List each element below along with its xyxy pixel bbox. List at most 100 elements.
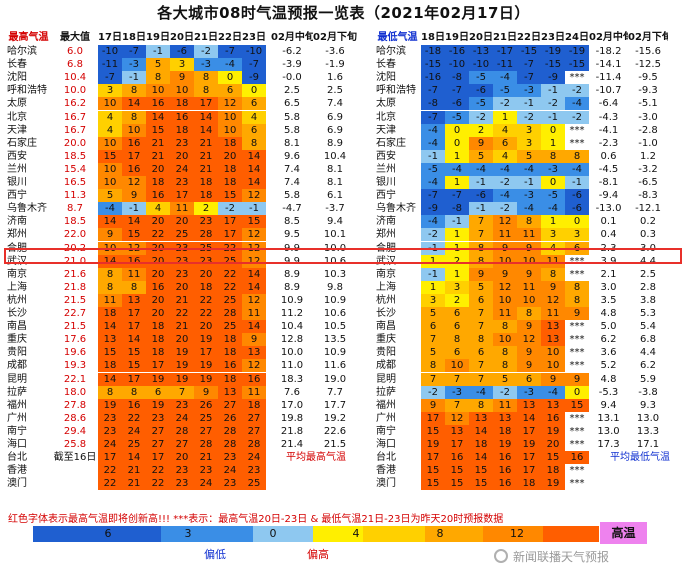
max-col-header: 02月下旬 xyxy=(313,32,357,43)
min-forecast-cell: 8 xyxy=(493,359,517,373)
min-forecast-cell: -7 xyxy=(517,71,541,85)
min-forecast-cell: -7 xyxy=(421,110,445,124)
min-city-label: 银川 xyxy=(376,177,396,188)
max-forecast-cell: 21 xyxy=(170,320,194,334)
max-forecast-cell: 11 xyxy=(98,293,122,307)
min-forecast-cell: 0 xyxy=(445,123,469,137)
max-record-value xyxy=(52,464,98,477)
max-city-label: 长春 xyxy=(7,59,27,71)
min-city-label: 太原 xyxy=(376,98,396,110)
max-mid-avg: 9.6 xyxy=(284,150,300,162)
max-forecast-cell: 7 xyxy=(170,385,194,399)
max-forecast-cell: 20 xyxy=(146,293,170,307)
min-city-label: 台北 xyxy=(376,452,396,464)
max-forecast-cell: 20 xyxy=(194,320,218,334)
min-forecast-cell: -1 xyxy=(469,176,493,189)
min-forecast-cell: 11 xyxy=(541,254,565,268)
max-forecast-cell: 19 xyxy=(98,398,122,412)
max-late-avg: -3.6 xyxy=(325,46,345,57)
legend-tick-label: 6 xyxy=(104,527,112,540)
min-forecast-cell: 10 xyxy=(541,359,565,373)
max-mid-avg: 9.9 xyxy=(284,255,300,267)
min-forecast-cell: -17 xyxy=(493,45,517,58)
min-forecast-cell: *** xyxy=(565,254,589,268)
max-forecast-cell: 10 xyxy=(218,110,242,124)
max-forecast-cell: 8 xyxy=(194,84,218,98)
min-forecast-cell: -6 xyxy=(565,202,589,216)
min-col-header: 02月下旬 xyxy=(628,32,668,43)
min-forecast-cell: 5 xyxy=(517,149,541,163)
max-forecast-cell: 14 xyxy=(242,149,266,163)
min-city-label: 北京 xyxy=(376,111,396,123)
min-forecast-cell: 18 xyxy=(493,424,517,438)
min-city-label: 石家庄 xyxy=(376,137,406,149)
min-late-avg: -15.6 xyxy=(635,46,661,57)
max-forecast-cell: 27 xyxy=(170,438,194,451)
max-forecast-cell: 23 xyxy=(194,464,218,478)
min-forecast-cell: 12 xyxy=(445,411,469,425)
min-forecast-cell: 9 xyxy=(517,346,541,360)
min-forecast-cell: 9 xyxy=(517,267,541,281)
max-city-label: 哈尔滨 xyxy=(7,46,37,57)
max-forecast-cell: 16 xyxy=(122,136,146,150)
min-forecast-cell: 16 xyxy=(445,451,469,465)
max-forecast-cell: 4 xyxy=(242,110,266,124)
max-forecast-cell: -7 xyxy=(242,58,266,72)
max-record-value: 16.7 xyxy=(63,111,87,123)
min-mid-avg: -11.4 xyxy=(595,72,622,84)
max-city-label: 重庆 xyxy=(7,334,27,346)
max-late-avg: 1.6 xyxy=(327,72,343,84)
max-forecast-cell: 9 xyxy=(122,189,146,203)
min-forecast-cell: 11 xyxy=(493,398,517,412)
max-forecast-cell: 16 xyxy=(146,97,170,111)
max-col-header: 17日 xyxy=(98,32,122,43)
max-forecast-cell: 27 xyxy=(146,424,170,438)
min-col-header: 18日 xyxy=(421,32,445,43)
min-mid-avg: -5.3 xyxy=(598,386,619,398)
min-forecast-cell: 5 xyxy=(493,372,517,386)
max-mid-avg: 19.8 xyxy=(280,412,304,424)
min-forecast-cell: *** xyxy=(565,346,589,360)
max-late-avg: 10.6 xyxy=(323,308,347,319)
min-late-avg: 0.3 xyxy=(640,229,656,241)
min-forecast-cell: 18 xyxy=(517,477,541,491)
min-mid-avg: 5.2 xyxy=(600,360,617,372)
max-col-header: 23日 xyxy=(242,32,266,43)
max-forecast-cell: 0 xyxy=(242,84,266,98)
max-city-label: 天津 xyxy=(7,124,27,136)
max-late-avg: 10.4 xyxy=(323,150,347,162)
min-city-label: 武汉 xyxy=(376,255,396,267)
max-forecast-cell: 14 xyxy=(98,372,122,386)
min-forecast-cell: 7 xyxy=(421,372,445,386)
min-forecast-cell: -19 xyxy=(565,45,589,58)
max-col-header: 21日 xyxy=(194,32,218,43)
min-forecast-cell: 7 xyxy=(469,372,493,386)
min-forecast-cell: -1 xyxy=(565,176,589,189)
max-forecast-cell: -1 xyxy=(122,71,146,85)
max-forecast-cell: 17 xyxy=(218,228,242,242)
min-city-label: 呼和浩特 xyxy=(376,85,416,97)
min-forecast-cell: 17 xyxy=(517,451,541,465)
max-forecast-cell: 28 xyxy=(218,307,242,320)
min-forecast-cell: 4 xyxy=(493,123,517,137)
min-forecast-cell: -7 xyxy=(421,189,445,203)
min-forecast-cell: 6 xyxy=(469,346,493,360)
min-forecast-cell: -13 xyxy=(469,45,493,58)
min-late-avg: 6.2 xyxy=(640,360,656,372)
max-forecast-cell: 19 xyxy=(194,359,218,373)
min-forecast-cell: *** xyxy=(565,464,589,478)
min-city-label: 西安 xyxy=(376,150,396,162)
max-forecast-cell: 20 xyxy=(170,215,194,229)
min-forecast-cell: -2 xyxy=(517,110,541,124)
max-mid-avg xyxy=(271,464,313,477)
max-late-avg: 19.2 xyxy=(323,412,347,424)
max-forecast-cell: 25 xyxy=(242,477,266,491)
min-city-label: 南京 xyxy=(376,268,396,280)
max-mid-avg: 5.8 xyxy=(284,190,300,202)
max-forecast-cell: 9 xyxy=(170,71,194,85)
min-late-avg: -12.5 xyxy=(635,59,661,71)
min-forecast-cell: -2 xyxy=(421,385,445,399)
max-forecast-cell: 23 xyxy=(170,398,194,412)
min-mid-avg: -10.7 xyxy=(595,85,622,97)
max-late-avg: 10.3 xyxy=(323,268,347,280)
